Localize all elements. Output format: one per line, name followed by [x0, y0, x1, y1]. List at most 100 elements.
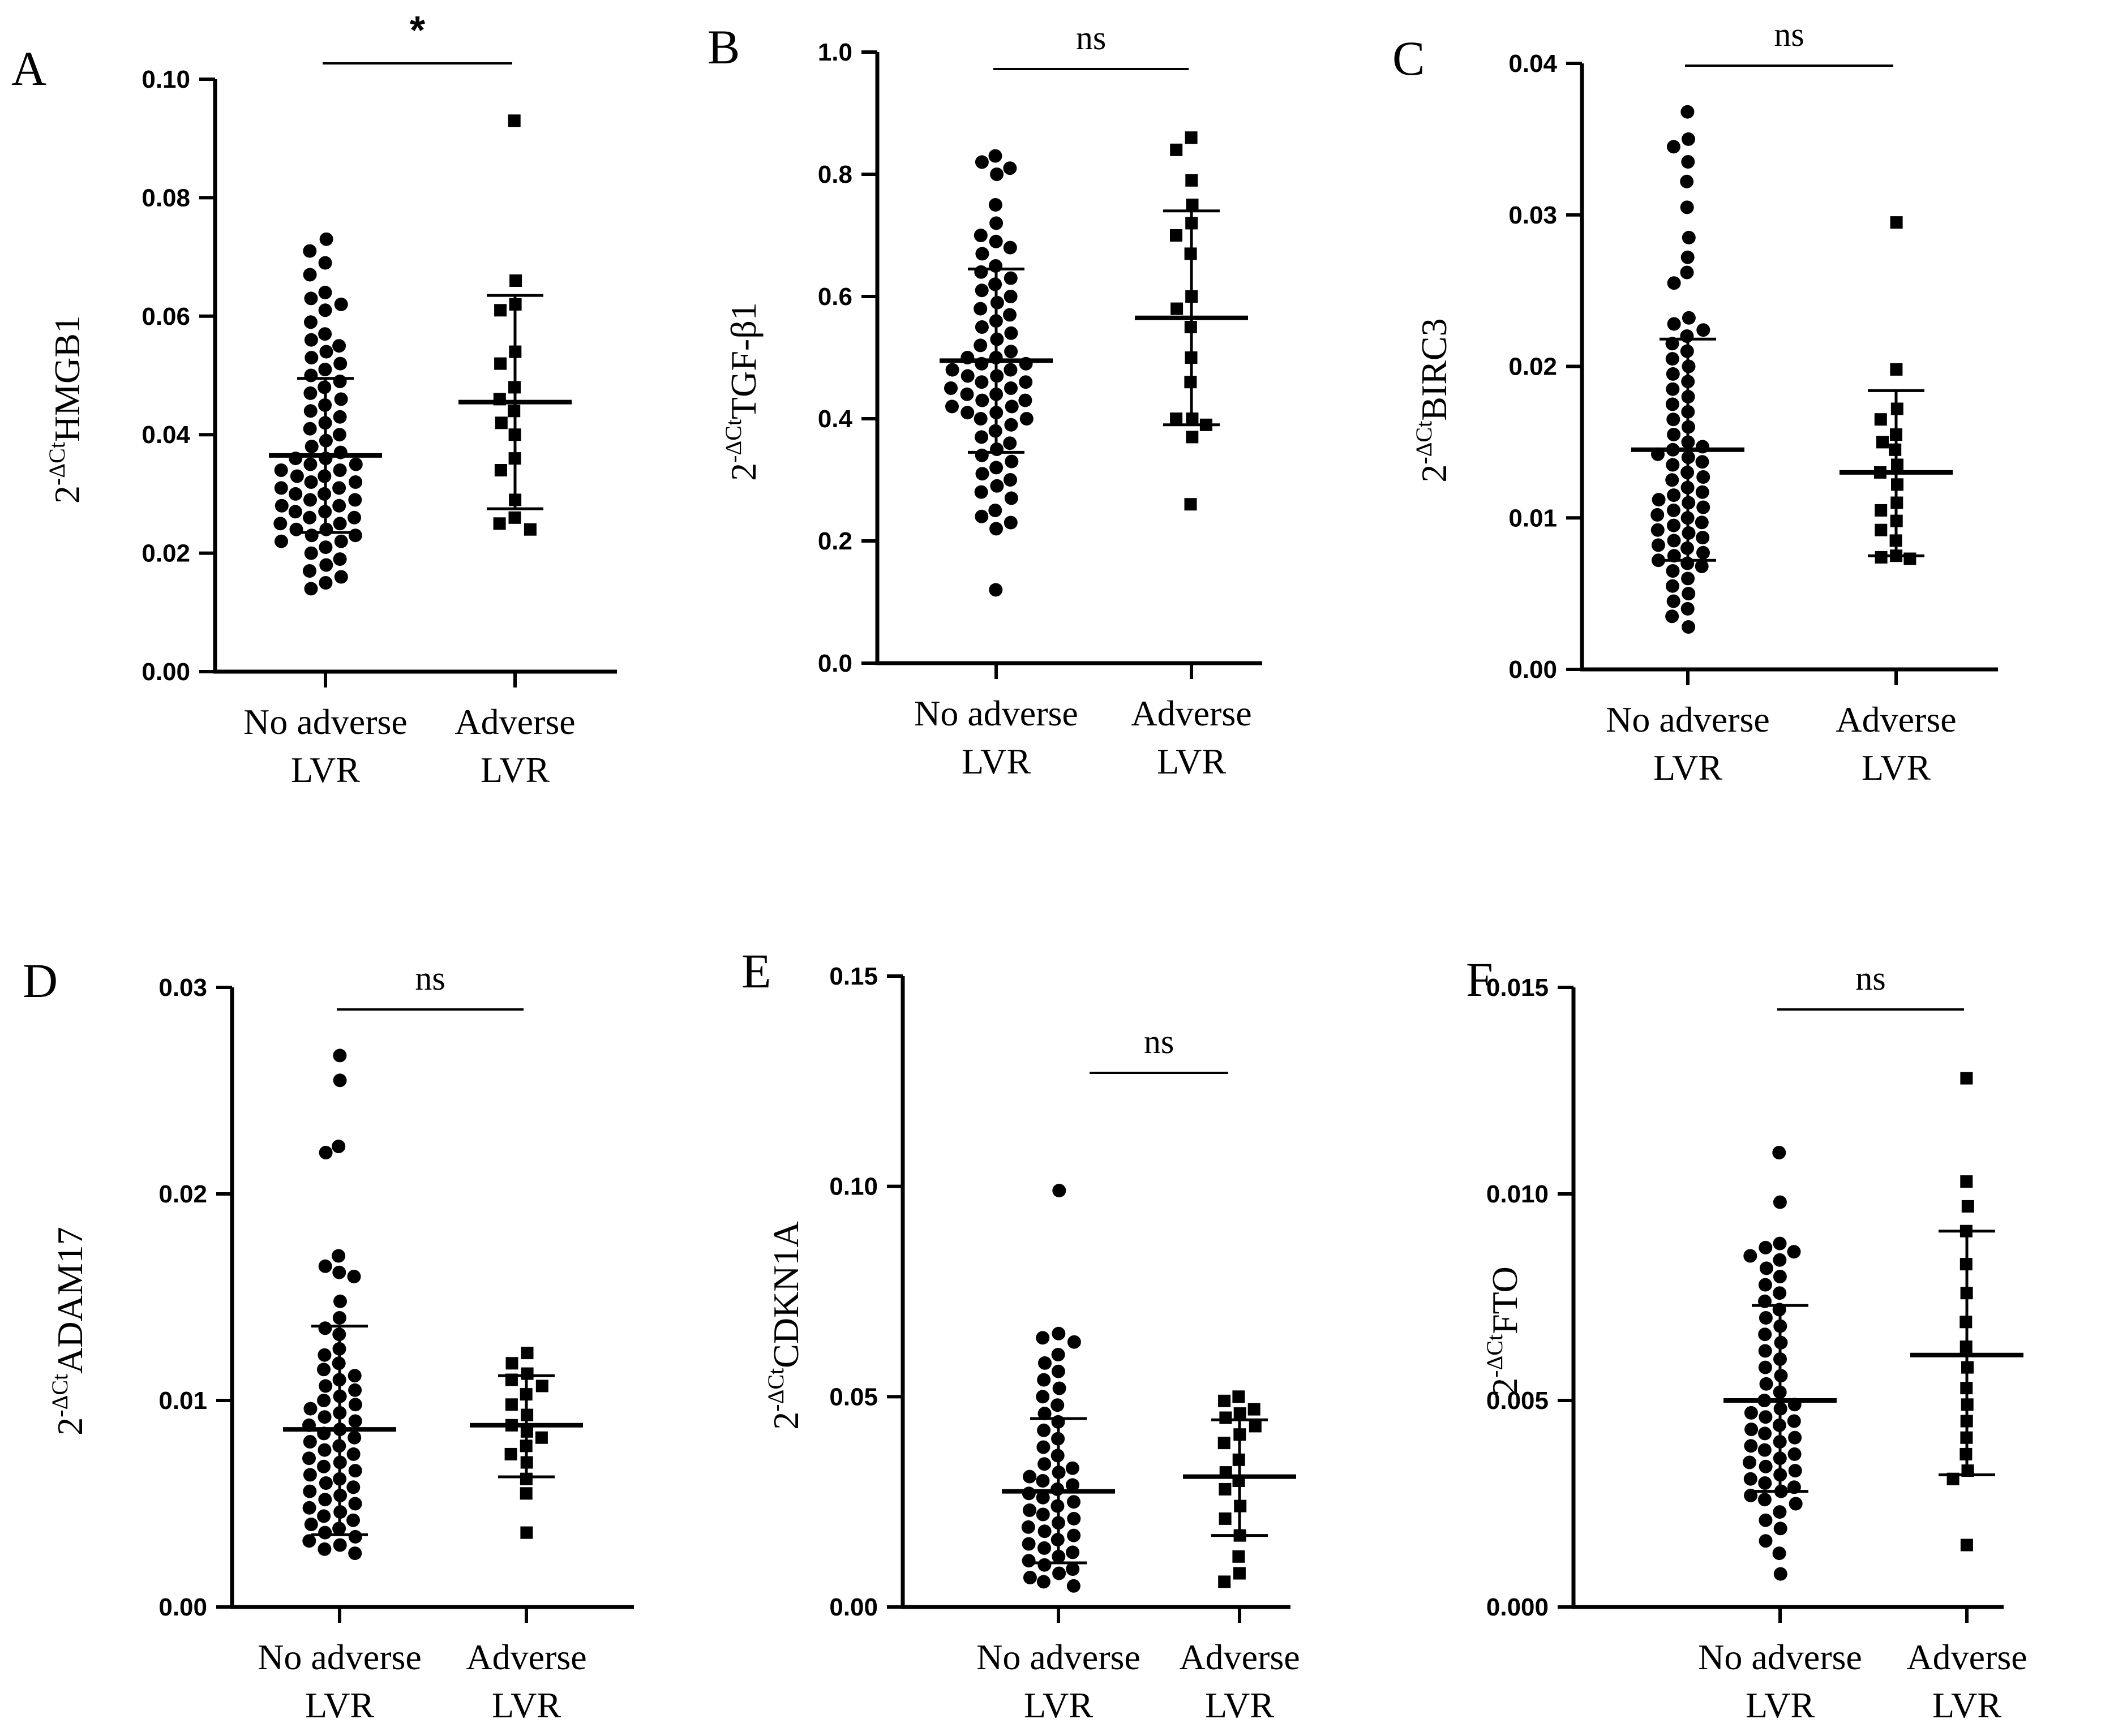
data-point-circle — [289, 522, 303, 536]
data-point-square — [508, 511, 521, 524]
data-point-circle — [1004, 326, 1018, 340]
panel-letter: E — [741, 944, 771, 998]
data-point-circle — [319, 1146, 333, 1159]
data-point-circle — [319, 345, 333, 359]
data-point-circle — [989, 522, 1003, 536]
data-point-circle — [333, 375, 347, 388]
data-point-circle — [1004, 271, 1018, 285]
data-point-circle — [1667, 317, 1681, 331]
panel-letter: B — [708, 20, 740, 74]
data-point-circle — [334, 392, 348, 406]
data-point-circle — [303, 1468, 317, 1482]
data-point-circle — [1023, 1469, 1037, 1484]
data-point-circle — [1667, 276, 1681, 290]
data-point-circle — [1759, 1311, 1773, 1325]
data-point-circle — [974, 412, 988, 426]
data-point-circle — [332, 1311, 346, 1325]
y-tick-label: 0.2 — [818, 527, 852, 555]
data-point-circle — [1667, 428, 1681, 441]
data-point-circle — [318, 1410, 332, 1424]
x-category-label-line1: No adverse — [914, 693, 1078, 733]
data-point-circle — [348, 1398, 362, 1412]
data-point-circle — [1773, 1270, 1787, 1283]
data-point-circle — [1022, 1537, 1036, 1551]
data-point-circle — [975, 247, 989, 261]
data-point-circle — [274, 481, 288, 495]
data-point-circle — [1773, 1253, 1787, 1267]
data-point-circle — [305, 528, 319, 543]
data-point-circle — [1788, 1464, 1802, 1478]
data-point-circle — [332, 499, 346, 513]
data-point-circle — [303, 457, 318, 471]
y-tick-label: 0.00 — [142, 658, 190, 686]
data-point-circle — [1758, 1476, 1772, 1490]
data-point-circle — [945, 399, 959, 414]
data-point-square — [1170, 302, 1184, 315]
y-tick-label: 0.01 — [158, 1387, 207, 1415]
data-point-circle — [332, 1265, 346, 1279]
panel-letter: F — [1466, 952, 1493, 1007]
data-point-circle — [1052, 1184, 1066, 1198]
data-point-square — [1875, 504, 1888, 517]
data-point-circle — [1695, 455, 1709, 469]
y-tick-label: 0.00 — [829, 1593, 878, 1621]
data-point-circle — [1759, 1459, 1773, 1473]
data-point-square — [1233, 1407, 1246, 1420]
y-tick-label: 0.4 — [818, 405, 853, 433]
data-point-circle — [346, 1447, 361, 1461]
data-point-circle — [1759, 1513, 1773, 1527]
y-tick-label: 0.04 — [142, 421, 190, 449]
data-point-circle — [1680, 105, 1695, 119]
y-tick-label: 0.02 — [158, 1180, 207, 1208]
data-point-circle — [1036, 1440, 1050, 1454]
x-category-label-line2: LVR — [962, 741, 1031, 781]
data-point-circle — [1787, 1245, 1801, 1259]
data-point-circle — [1666, 367, 1680, 381]
data-point-circle — [1004, 345, 1018, 359]
data-point-circle — [1695, 515, 1709, 530]
data-point-circle — [1004, 491, 1018, 505]
data-point-square — [1875, 523, 1888, 536]
data-point-square — [495, 416, 508, 429]
data-point-square — [1890, 216, 1903, 229]
data-point-circle — [1759, 1534, 1773, 1548]
data-point-circle — [1696, 500, 1710, 514]
y-tick-label: 0.000 — [1486, 1593, 1549, 1621]
data-point-circle — [275, 534, 288, 548]
data-point-circle — [303, 1402, 318, 1416]
data-point-circle — [1743, 1249, 1757, 1263]
y-tick-label: 0.010 — [1486, 1180, 1549, 1208]
data-point-circle — [1023, 1571, 1037, 1584]
data-point-circle — [1759, 1240, 1773, 1254]
data-point-circle — [989, 216, 1004, 230]
data-point-circle — [333, 1073, 347, 1088]
data-point-circle — [348, 1383, 362, 1397]
data-point-circle — [1022, 1554, 1036, 1568]
y-axis-label: 2-ΔCtTGF-β1 — [721, 302, 764, 481]
data-point-circle — [1773, 1195, 1787, 1209]
data-point-circle — [1037, 1558, 1052, 1572]
data-point-circle — [318, 256, 332, 270]
data-point-circle — [975, 448, 989, 462]
data-point-circle — [988, 504, 1002, 517]
y-tick-label: 0.6 — [818, 283, 852, 311]
data-point-circle — [303, 268, 317, 282]
data-point-circle — [303, 510, 317, 525]
data-point-square — [504, 1447, 517, 1460]
x-category-label-line2: LVR — [492, 1685, 561, 1725]
y-tick-label: 0.00 — [1508, 656, 1557, 684]
data-point-square — [1218, 1394, 1231, 1407]
data-point-circle — [1666, 458, 1680, 472]
data-point-circle — [1696, 545, 1710, 560]
data-point-circle — [1696, 323, 1710, 337]
data-point-circle — [304, 475, 318, 489]
data-point-circle — [1050, 1398, 1065, 1412]
data-point-circle — [303, 1484, 317, 1498]
data-point-circle — [1772, 1546, 1786, 1561]
data-point-square — [1219, 1512, 1232, 1525]
y-axis-label: 2-ΔCtADAM17 — [47, 1227, 90, 1435]
data-point-circle — [348, 1464, 362, 1478]
data-point-circle — [318, 363, 332, 376]
data-point-circle — [1681, 155, 1695, 169]
data-point-circle — [318, 1443, 332, 1457]
